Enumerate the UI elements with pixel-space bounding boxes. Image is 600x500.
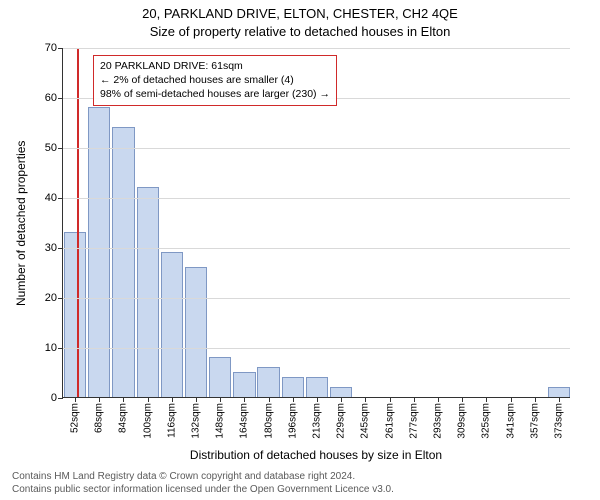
bar	[257, 367, 279, 397]
annotation-line2: ← 2% of detached houses are smaller (4)	[100, 73, 330, 87]
xtick-mark	[220, 397, 221, 402]
bar	[282, 377, 304, 397]
xtick-label: 84sqm	[118, 403, 129, 433]
xtick-label: 293sqm	[432, 403, 443, 439]
xtick-mark	[462, 397, 463, 402]
xtick-mark	[341, 397, 342, 402]
gridline	[63, 198, 570, 199]
xtick-label: 132sqm	[191, 403, 202, 439]
chart-title-line1: 20, PARKLAND DRIVE, ELTON, CHESTER, CH2 …	[0, 6, 600, 21]
xtick-mark	[99, 397, 100, 402]
xtick-label: 357sqm	[529, 403, 540, 439]
xtick-label: 229sqm	[336, 403, 347, 439]
y-axis-label: Number of detached properties	[14, 48, 28, 398]
footer-line2: Contains public sector information licen…	[12, 483, 394, 496]
ytick-mark	[58, 348, 63, 349]
ytick-label: 40	[45, 192, 57, 204]
annotation-line3: 98% of semi-detached houses are larger (…	[100, 87, 330, 101]
gridline	[63, 248, 570, 249]
ytick-label: 10	[45, 342, 57, 354]
bar	[548, 387, 570, 397]
annotation-line1: 20 PARKLAND DRIVE: 61sqm	[100, 59, 330, 73]
chart-title-line2: Size of property relative to detached ho…	[0, 24, 600, 39]
bar	[137, 187, 159, 397]
xtick-mark	[317, 397, 318, 402]
footer-line1: Contains HM Land Registry data © Crown c…	[12, 470, 394, 483]
xtick-mark	[414, 397, 415, 402]
xtick-mark	[511, 397, 512, 402]
gridline	[63, 148, 570, 149]
ytick-mark	[58, 98, 63, 99]
ytick-label: 70	[45, 42, 57, 54]
xtick-label: 148sqm	[215, 403, 226, 439]
xtick-label: 116sqm	[166, 403, 177, 438]
ytick-mark	[58, 148, 63, 149]
xtick-label: 245sqm	[360, 403, 371, 439]
bar	[112, 127, 134, 397]
ytick-label: 30	[45, 242, 57, 254]
xtick-label: 309sqm	[457, 403, 468, 439]
ytick-mark	[58, 398, 63, 399]
bar	[185, 267, 207, 397]
xtick-mark	[244, 397, 245, 402]
xtick-mark	[172, 397, 173, 402]
bar	[233, 372, 255, 397]
xtick-label: 68sqm	[94, 403, 105, 433]
ytick-label: 60	[45, 92, 57, 104]
x-axis-label: Distribution of detached houses by size …	[62, 448, 570, 462]
ytick-mark	[58, 198, 63, 199]
xtick-label: 196sqm	[287, 403, 298, 439]
xtick-label: 325sqm	[481, 403, 492, 439]
chart-footer: Contains HM Land Registry data © Crown c…	[12, 470, 394, 496]
xtick-label: 341sqm	[505, 403, 516, 439]
xtick-label: 52sqm	[70, 403, 81, 433]
gridline	[63, 298, 570, 299]
bar	[64, 232, 86, 397]
bar	[161, 252, 183, 397]
xtick-mark	[365, 397, 366, 402]
xtick-label: 261sqm	[384, 403, 395, 439]
xtick-mark	[486, 397, 487, 402]
ytick-label: 50	[45, 142, 57, 154]
xtick-mark	[196, 397, 197, 402]
xtick-mark	[75, 397, 76, 402]
ytick-mark	[58, 48, 63, 49]
xtick-label: 180sqm	[263, 403, 274, 439]
ytick-mark	[58, 298, 63, 299]
xtick-mark	[148, 397, 149, 402]
xtick-label: 100sqm	[142, 403, 153, 439]
xtick-label: 373sqm	[553, 403, 564, 439]
xtick-mark	[123, 397, 124, 402]
ytick-mark	[58, 248, 63, 249]
ytick-label: 0	[51, 392, 57, 404]
xtick-label: 213sqm	[312, 403, 323, 439]
xtick-mark	[535, 397, 536, 402]
chart-container: 20, PARKLAND DRIVE, ELTON, CHESTER, CH2 …	[0, 0, 600, 500]
xtick-mark	[438, 397, 439, 402]
xtick-mark	[559, 397, 560, 402]
ytick-label: 20	[45, 292, 57, 304]
xtick-mark	[390, 397, 391, 402]
bar	[306, 377, 328, 397]
bar	[88, 107, 110, 397]
xtick-mark	[293, 397, 294, 402]
xtick-label: 277sqm	[408, 403, 419, 439]
gridline	[63, 348, 570, 349]
annotation-box: 20 PARKLAND DRIVE: 61sqm ← 2% of detache…	[93, 55, 337, 106]
xtick-mark	[269, 397, 270, 402]
gridline	[63, 48, 570, 49]
xtick-label: 164sqm	[239, 403, 250, 439]
bar	[330, 387, 352, 397]
bar	[209, 357, 231, 397]
property-marker-line	[77, 48, 79, 397]
